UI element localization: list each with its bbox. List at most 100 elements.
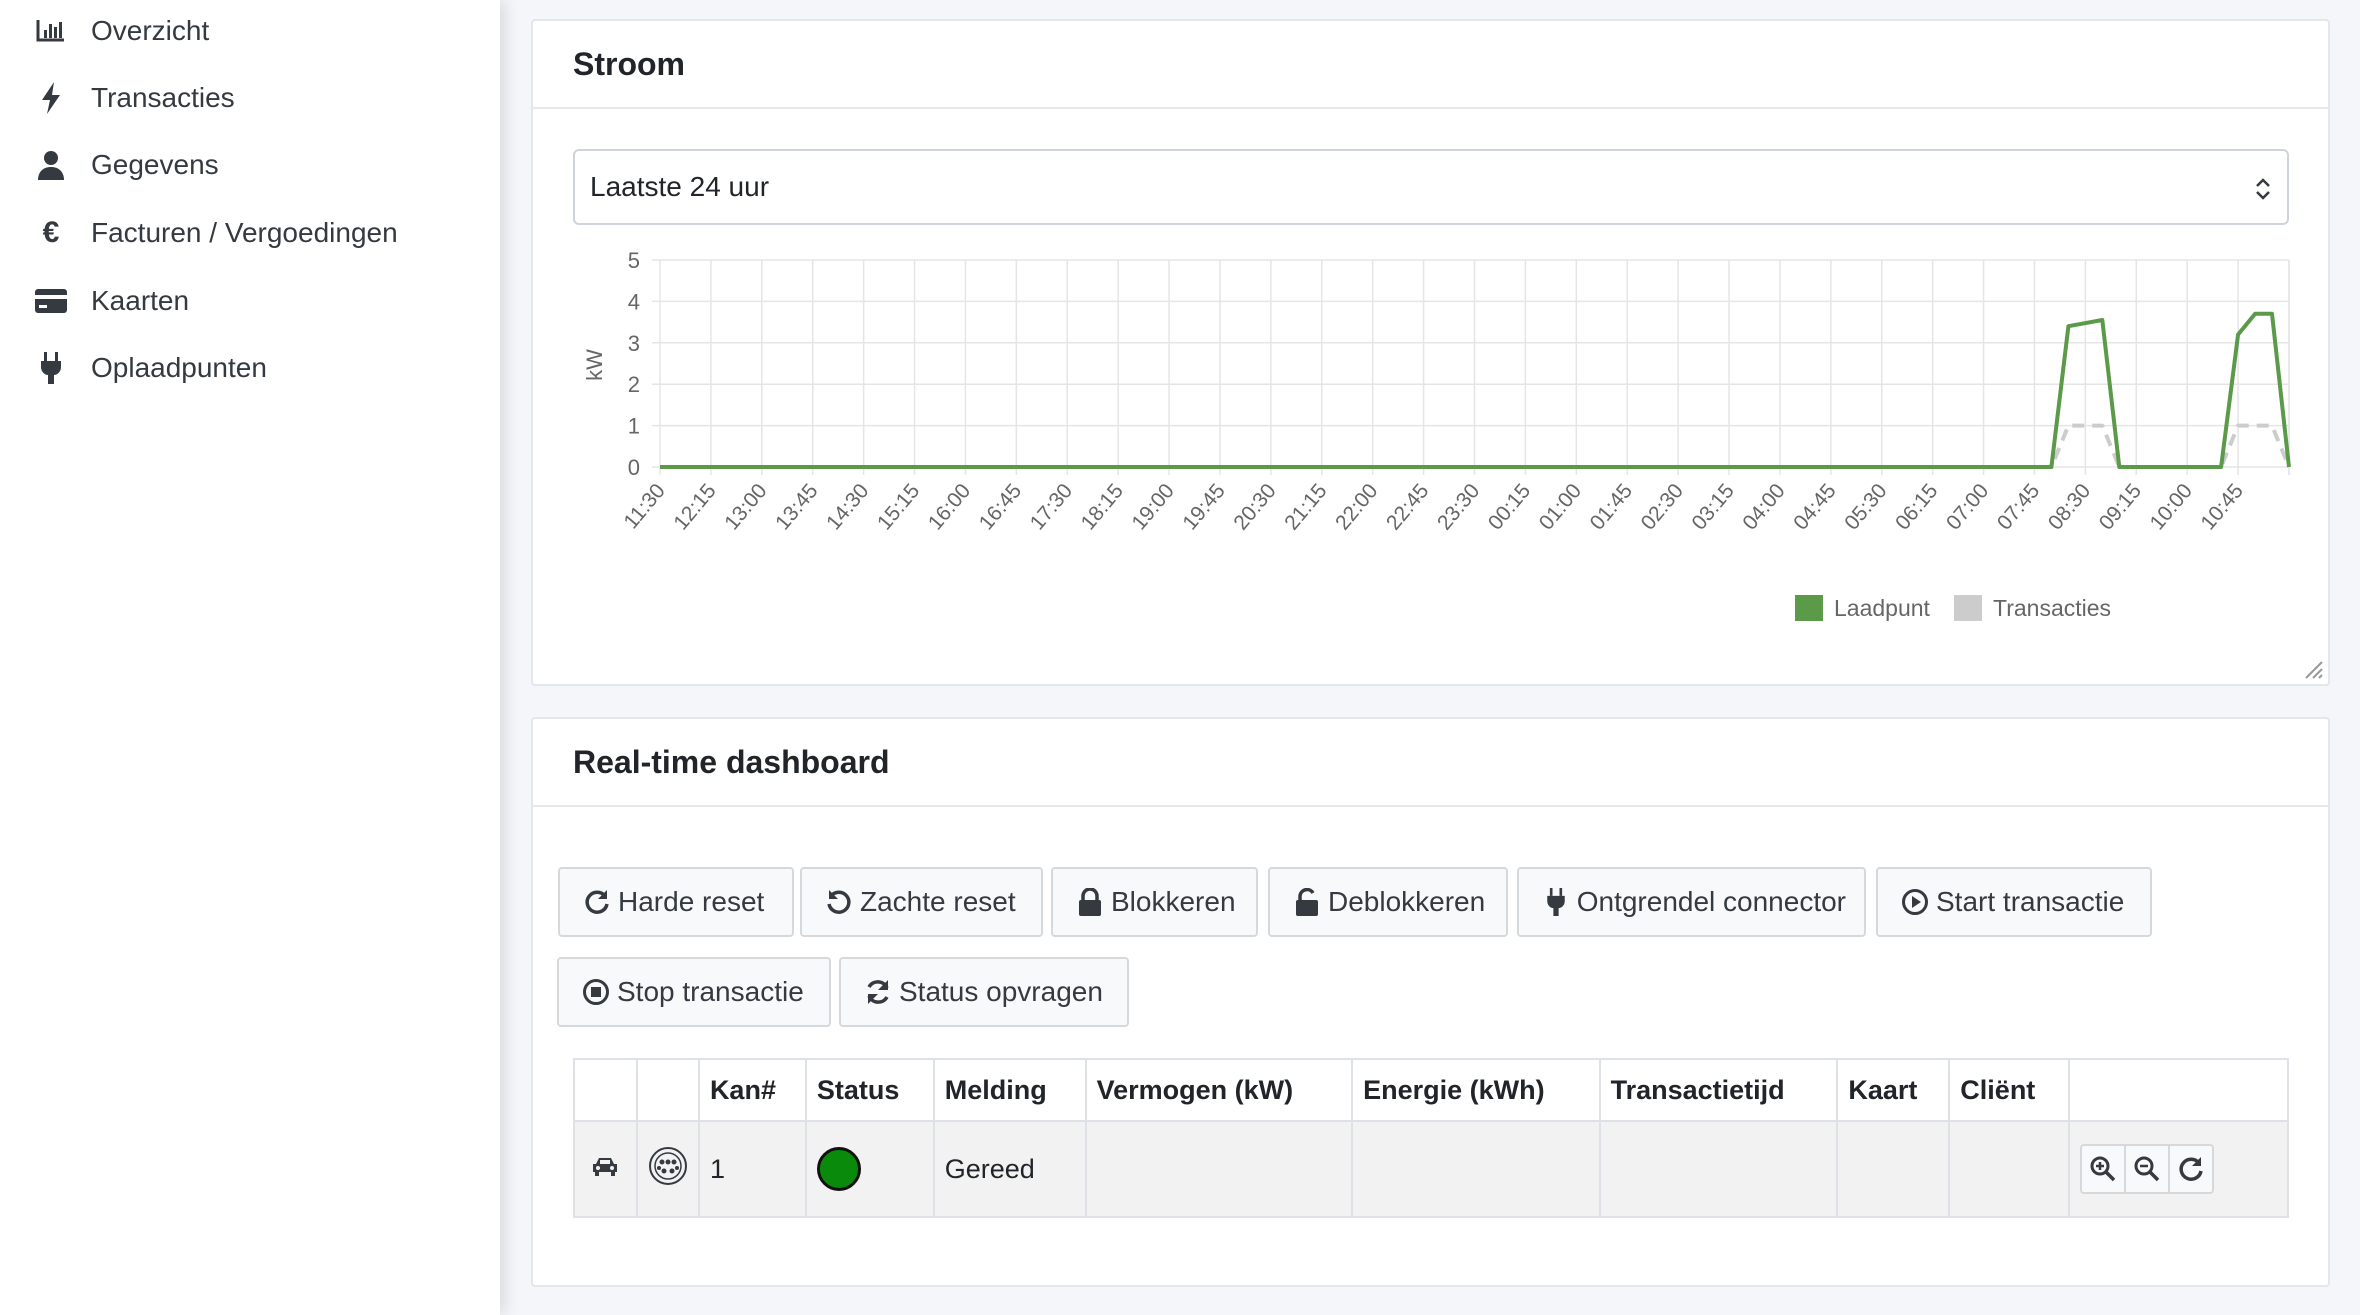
y-tick-label: 1 [628, 414, 640, 439]
y-tick-label: 3 [628, 331, 640, 356]
zoom-out-button[interactable] [2124, 1144, 2171, 1194]
unlock-icon [1292, 887, 1322, 917]
x-tick-label: 05:30 [1840, 479, 1891, 534]
plug-icon [34, 351, 68, 385]
col-header-actions [2068, 1058, 2289, 1122]
hard-reset-label: Harde reset [618, 886, 765, 917]
start-transaction-label: Start transactie [1936, 886, 2125, 917]
sidebar-item-gegevens[interactable]: Gegevens [0, 135, 500, 195]
series-line-transacties [660, 423, 2291, 469]
col-header [573, 1058, 638, 1122]
col-header-channel: Kan# [697, 1058, 807, 1122]
x-tick-label: 02:30 [1637, 479, 1688, 534]
duration-cell [1598, 1120, 1839, 1218]
soft-reset-button[interactable]: Zachte reset [800, 867, 1043, 937]
stop-transaction-label: Stop transactie [617, 976, 804, 1007]
sidebar-item-label: Kaarten [91, 285, 190, 316]
unlock-connector-label: Ontgrendel connector [1576, 886, 1846, 917]
stop-circle-icon [581, 977, 611, 1007]
x-tick-label: 16:45 [975, 479, 1026, 534]
card-cell [1836, 1120, 1951, 1218]
user-icon [34, 148, 68, 182]
legend-swatch [1795, 595, 1823, 621]
y-tick-label: 4 [628, 289, 640, 314]
col-header-duration: Transactietijd [1598, 1058, 1839, 1122]
unblock-button[interactable]: Deblokkeren [1268, 867, 1508, 937]
x-tick-label: 10:45 [2197, 479, 2248, 534]
status-indicator [816, 1147, 861, 1191]
table-row: 1 Gereed [573, 1120, 2289, 1218]
sidebar-item-transacties[interactable]: Transacties [0, 68, 500, 128]
stop-transaction-button[interactable]: Stop transactie [557, 957, 831, 1027]
car-cell [573, 1120, 638, 1218]
euro-icon: € [42, 216, 60, 249]
plug-icon [1541, 887, 1571, 917]
x-tick-label: 08:30 [2044, 479, 2095, 534]
zoom-in-icon [2090, 1156, 2116, 1182]
sidebar-item-facturen[interactable]: € Facturen / Vergoedingen [0, 203, 500, 263]
x-tick-label: 22:45 [1382, 479, 1433, 534]
x-tick-label: 21:15 [1280, 479, 1331, 534]
select-arrows-icon [2256, 178, 2270, 200]
period-select[interactable]: Laatste 24 uur [573, 149, 2289, 225]
connector-type-cell [635, 1120, 700, 1218]
col-header-energy: Energie (kWh) [1351, 1058, 1601, 1122]
soft-reset-label: Zachte reset [860, 886, 1016, 917]
x-tick-label: 14:30 [822, 479, 873, 534]
col-header [635, 1058, 700, 1122]
sidebar-item-label: Overzicht [91, 15, 210, 46]
resize-grip-icon[interactable] [2300, 656, 2324, 680]
col-header-power: Vermogen (kW) [1084, 1058, 1354, 1122]
sidebar-item-label: Oplaadpunten [91, 352, 267, 383]
x-tick-label: 06:15 [1891, 479, 1942, 534]
col-header-card: Kaart [1836, 1058, 1951, 1122]
dashboard-card-header: Real-time dashboard [533, 719, 2328, 807]
y-tick-label: 0 [628, 455, 640, 480]
energy-cell [1351, 1120, 1601, 1218]
zoom-out-icon [2134, 1156, 2160, 1182]
redo-icon [582, 887, 612, 917]
request-status-button[interactable]: Status opvragen [839, 957, 1129, 1027]
x-tick-label: 23:30 [1433, 479, 1484, 534]
y-axis-label: kW [582, 349, 607, 381]
x-tick-label: 16:00 [924, 479, 975, 534]
sidebar: Overzicht Transacties Gegevens € Facture… [0, 0, 500, 1315]
col-header-status: Status [804, 1058, 935, 1122]
x-tick-label: 20:30 [1229, 479, 1280, 534]
sidebar-item-label: Transacties [91, 82, 235, 113]
sidebar-item-kaarten[interactable]: Kaarten [0, 271, 500, 331]
x-tick-label: 04:45 [1789, 479, 1840, 534]
hard-reset-button[interactable]: Harde reset [558, 867, 794, 937]
x-tick-label: 22:00 [1331, 479, 1382, 534]
sidebar-item-label: Gegevens [91, 149, 219, 180]
channel-cell: 1 [697, 1120, 807, 1218]
bar-chart-icon [34, 14, 68, 48]
dashboard-title: Real-time dashboard [573, 743, 890, 780]
power-cell [1084, 1120, 1354, 1218]
x-tick-label: 10:00 [2146, 479, 2197, 534]
block-button[interactable]: Blokkeren [1051, 867, 1258, 937]
sidebar-item-label: Facturen / Vergoedingen [91, 217, 398, 248]
x-tick-label: 18:15 [1077, 479, 1128, 534]
legend-swatch [1954, 595, 1982, 621]
x-tick-label: 15:15 [873, 479, 924, 534]
zoom-in-button[interactable] [2080, 1144, 2127, 1194]
connector-table: Kan# Status Melding Vermogen (kW) Energi… [573, 1058, 2289, 1218]
x-tick-label: 13:45 [771, 479, 822, 534]
refresh-row-button[interactable] [2168, 1144, 2215, 1194]
x-tick-label: 07:00 [1942, 479, 1993, 534]
table-header-row: Kan# Status Melding Vermogen (kW) Energi… [573, 1058, 2289, 1122]
col-header-client: Cliënt [1948, 1058, 2071, 1122]
start-transaction-button[interactable]: Start transactie [1876, 867, 2152, 937]
x-tick-label: 01:45 [1586, 479, 1637, 534]
unlock-connector-button[interactable]: Ontgrendel connector [1517, 867, 1866, 937]
sidebar-item-overzicht[interactable]: Overzicht [0, 1, 500, 61]
x-tick-label: 13:00 [720, 479, 771, 534]
status-cell [804, 1120, 935, 1218]
sidebar-item-oplaadpunten[interactable]: Oplaadpunten [0, 338, 500, 398]
x-tick-label: 01:00 [1535, 479, 1586, 534]
legend-label: Laadpunt [1834, 595, 1931, 621]
series-line-laadpunt [660, 311, 2291, 469]
period-select-value: Laatste 24 uur [590, 171, 770, 202]
